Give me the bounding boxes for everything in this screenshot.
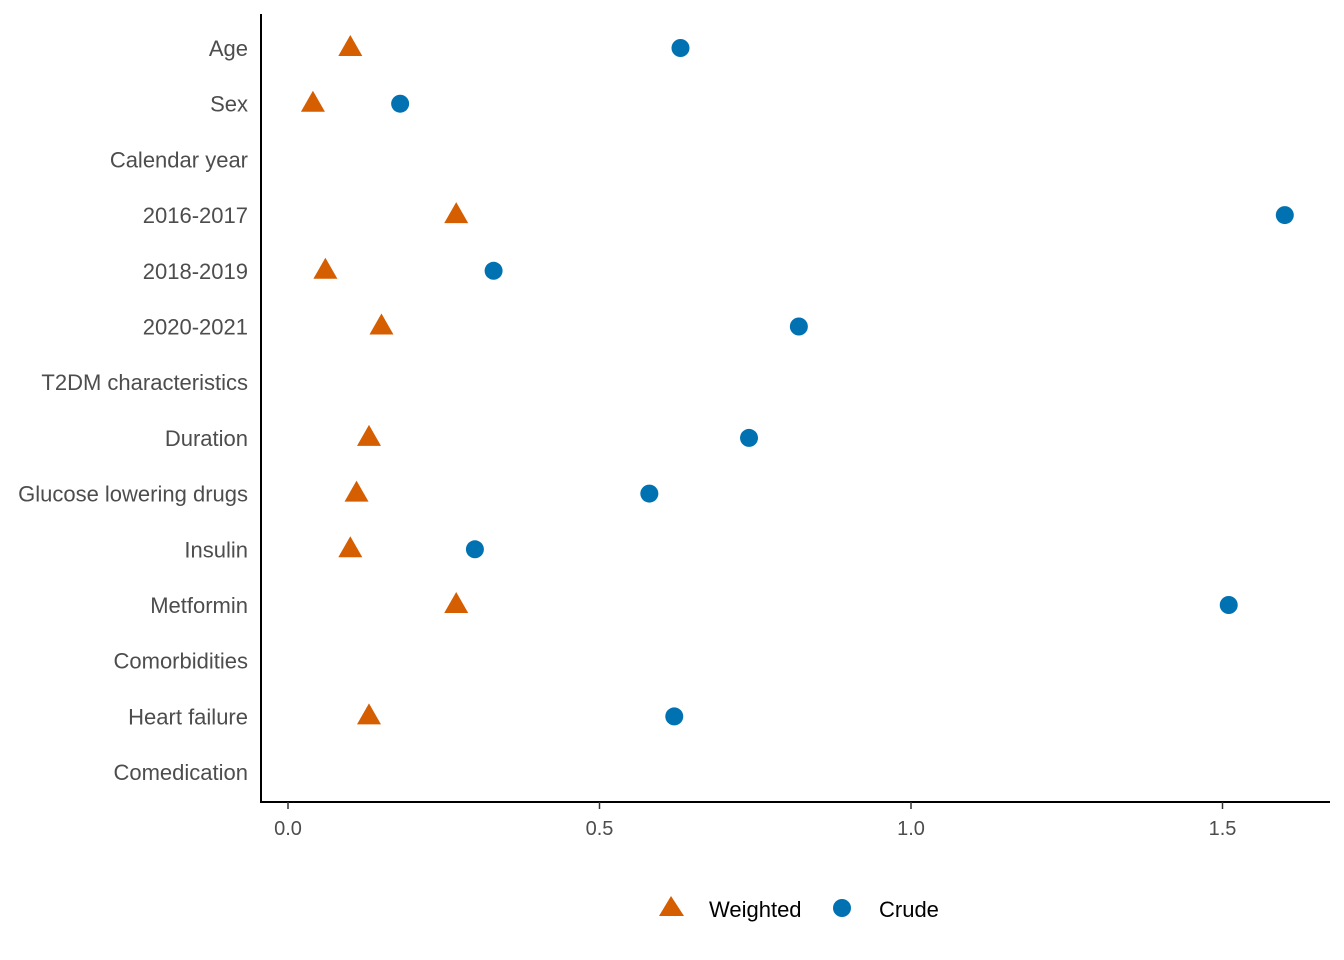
category-label: Glucose lowering drugs [18, 482, 248, 507]
legend-crude-marker [833, 899, 851, 917]
category-labels: Age Sex Calendar year 2016-2017 2018-2019 202… [18, 36, 248, 785]
legend-weighted-marker [659, 896, 684, 916]
data-markers [300, 35, 1294, 726]
x-axis-ticks: 0.0 0.5 1.0 1.5 [274, 802, 1236, 840]
category-label: Comorbidities [114, 649, 249, 674]
category-label: Sex [210, 92, 248, 117]
crude-point [671, 39, 690, 57]
weighted-point [300, 90, 325, 112]
legend: Weighted Crude [659, 896, 939, 922]
weighted-point [444, 592, 469, 613]
legend-crude-label: Crude [879, 897, 939, 922]
crude-point [665, 707, 684, 726]
weighted-point [313, 257, 338, 279]
weighted-point [444, 202, 469, 224]
category-label: Comedication [113, 760, 248, 785]
x-tick-label: 1.5 [1209, 818, 1237, 840]
category-label: 2020-2021 [143, 315, 248, 340]
x-tick-label: 1.0 [897, 818, 925, 840]
weighted-point [338, 536, 363, 558]
category-label: Age [209, 36, 248, 61]
category-label: Metformin [150, 593, 248, 618]
weighted-point [356, 703, 381, 725]
x-tick-label: 0.0 [274, 818, 302, 840]
crude-point [1275, 206, 1294, 225]
weighted-point [356, 424, 381, 446]
weighted-point [369, 313, 394, 335]
crude-point [740, 428, 759, 447]
category-label: Duration [165, 426, 248, 451]
crude-point [484, 261, 503, 280]
weighted-point [338, 35, 363, 56]
crude-point [391, 94, 410, 113]
category-label: 2018-2019 [143, 259, 248, 284]
x-tick-label: 0.5 [586, 818, 614, 840]
category-label: Insulin [184, 537, 248, 562]
crude-point [1219, 596, 1238, 614]
legend-weighted-label: Weighted [709, 897, 802, 922]
category-label: T2DM characteristics [41, 370, 248, 395]
category-label: 2016-2017 [143, 203, 248, 228]
category-label: Calendar year [110, 147, 248, 172]
category-label: Heart failure [128, 704, 248, 729]
crude-point [640, 484, 659, 503]
crude-point [465, 540, 484, 559]
crude-point [789, 317, 808, 336]
weighted-point [344, 480, 369, 502]
